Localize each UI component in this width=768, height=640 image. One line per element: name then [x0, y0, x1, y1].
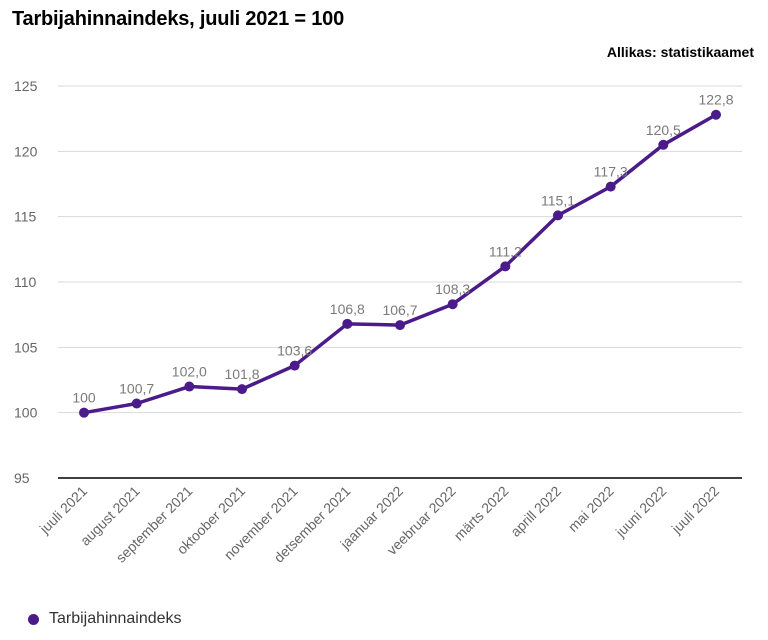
x-tick-label: märts 2022: [451, 483, 512, 544]
data-point: [131, 398, 142, 409]
data-label: 106,7: [382, 302, 417, 318]
data-label: 101,8: [224, 366, 259, 382]
data-point: [658, 139, 669, 150]
x-tick-label: mai 2022: [565, 483, 617, 535]
x-tick-label: juuli 2022: [668, 483, 723, 538]
data-label: 120,5: [646, 122, 681, 138]
data-label: 108,3: [435, 281, 470, 297]
data-point: [289, 360, 300, 371]
data-label: 106,8: [330, 301, 365, 317]
y-tick-label: 120: [14, 143, 38, 159]
x-tick-label: aprill 2022: [507, 483, 564, 540]
data-point: [237, 384, 247, 395]
data-point: [395, 320, 405, 331]
source-note: Allikas: statistikaamet: [606, 44, 754, 60]
chart-title: Tarbijahinnaindeks, juuli 2021 = 100: [12, 8, 345, 30]
data-point: [342, 318, 353, 329]
legend-marker: [28, 613, 39, 625]
data-point: [184, 381, 195, 392]
y-tick-label: 115: [14, 209, 37, 225]
x-tick-label: juuli 2021: [36, 483, 91, 538]
x-tick-label: juuni 2022: [612, 483, 670, 541]
data-point: [553, 210, 563, 221]
y-tick-label: 100: [14, 405, 38, 421]
y-tick-label: 110: [14, 274, 37, 290]
data-label: 115,1: [541, 192, 575, 208]
data-label: 103,6: [277, 343, 312, 359]
y-tick-label: 105: [14, 339, 38, 355]
data-label: 122,8: [698, 92, 733, 108]
data-point: [605, 181, 616, 192]
legend: Tarbijahinnaindeks: [28, 610, 182, 628]
data-point: [500, 261, 511, 272]
data-point: [447, 299, 458, 310]
y-tick-label: 125: [14, 78, 38, 94]
data-point: [711, 109, 721, 120]
data-label: 102,0: [172, 364, 207, 380]
data-label: 117,3: [594, 164, 628, 180]
data-point: [79, 407, 89, 418]
legend-label: Tarbijahinnaindeks: [49, 610, 182, 627]
data-label: 100: [72, 390, 96, 406]
y-tick-label: 95: [14, 470, 30, 486]
data-label: 111,2: [489, 243, 522, 259]
data-label: 100,7: [119, 381, 154, 397]
